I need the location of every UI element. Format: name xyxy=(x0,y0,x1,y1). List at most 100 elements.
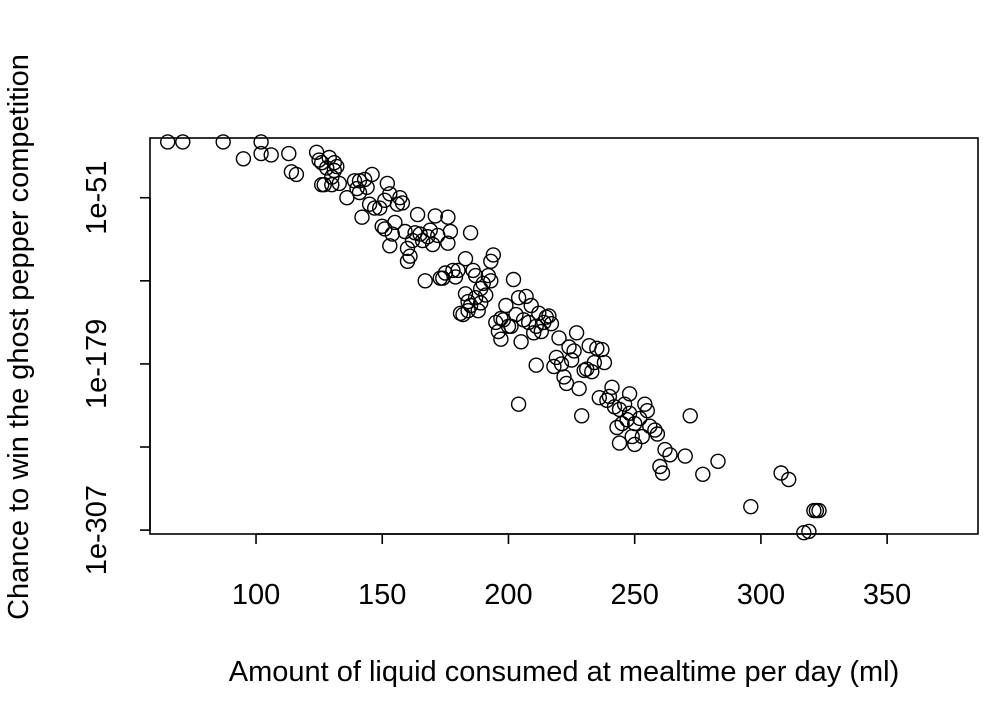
data-point xyxy=(427,208,443,224)
data-point xyxy=(455,306,471,323)
data-point xyxy=(475,275,491,292)
y-tick-label: 1e-307 xyxy=(81,485,113,575)
data-point xyxy=(422,222,438,238)
data-point xyxy=(528,357,544,373)
data-point xyxy=(159,134,176,150)
data-point xyxy=(637,396,653,412)
data-point xyxy=(414,232,431,249)
data-point xyxy=(743,499,759,515)
data-point xyxy=(483,253,499,269)
data-point xyxy=(442,223,459,240)
data-point xyxy=(508,306,524,323)
data-point xyxy=(417,273,433,289)
data-point xyxy=(611,435,628,451)
data-point xyxy=(654,465,671,481)
data-point xyxy=(321,149,337,166)
data-point xyxy=(541,308,557,324)
y-axis-title: Chance to win the ghost pepper competiti… xyxy=(3,54,35,620)
data-point xyxy=(543,316,560,332)
data-point xyxy=(556,369,572,385)
data-point xyxy=(604,379,620,395)
data-point xyxy=(460,293,476,310)
data-point xyxy=(647,422,663,438)
data-point xyxy=(399,240,416,257)
data-point xyxy=(533,323,549,340)
data-point xyxy=(478,287,494,303)
data-point xyxy=(589,340,605,356)
data-point xyxy=(652,458,668,475)
data-point xyxy=(372,200,388,216)
data-point xyxy=(450,262,466,279)
data-point xyxy=(382,186,398,202)
data-point xyxy=(361,196,378,212)
data-point xyxy=(639,403,655,419)
data-point xyxy=(379,175,395,192)
data-point xyxy=(609,419,625,436)
data-point xyxy=(367,200,383,216)
data-point xyxy=(354,209,370,225)
data-point xyxy=(584,364,600,380)
data-point xyxy=(596,354,613,371)
data-point xyxy=(397,223,413,240)
data-point xyxy=(591,390,607,406)
x-tick-label: 250 xyxy=(610,579,658,611)
data-point xyxy=(571,380,587,397)
data-point xyxy=(356,171,373,188)
data-point xyxy=(470,303,486,319)
data-point xyxy=(420,228,436,245)
data-point xyxy=(513,334,529,350)
data-point xyxy=(616,396,633,412)
data-point xyxy=(384,226,400,242)
data-point xyxy=(634,428,650,445)
data-point xyxy=(526,325,542,341)
data-point xyxy=(387,214,403,231)
data-point xyxy=(452,305,469,321)
data-point xyxy=(649,426,666,442)
data-point xyxy=(407,225,423,241)
data-point xyxy=(621,405,638,421)
data-point xyxy=(445,262,461,279)
data-point xyxy=(601,388,618,405)
data-point xyxy=(440,209,456,225)
data-point xyxy=(235,151,252,167)
points-layer xyxy=(159,134,827,541)
data-point xyxy=(314,154,330,171)
data-point xyxy=(614,415,630,432)
data-point xyxy=(349,180,365,197)
x-tick-label: 200 xyxy=(484,579,532,611)
y-tick-label: 1e-51 xyxy=(81,161,113,235)
data-point xyxy=(510,396,527,412)
data-point xyxy=(319,160,335,176)
x-tick-label: 300 xyxy=(737,579,785,611)
data-point xyxy=(493,331,509,347)
data-point xyxy=(576,362,592,379)
x-tick-label: 150 xyxy=(358,579,406,611)
data-point xyxy=(326,154,342,171)
x-axis-title: Amount of liquid consumed at mealtime pe… xyxy=(229,656,900,688)
data-point xyxy=(505,271,522,288)
data-point xyxy=(412,226,428,242)
data-point xyxy=(498,297,514,314)
data-point xyxy=(551,330,567,346)
data-point xyxy=(594,341,610,358)
data-point xyxy=(531,305,547,321)
data-point xyxy=(796,525,812,541)
data-point xyxy=(253,134,269,150)
y-axis: 1e-51 1e-179 1e-307 xyxy=(81,161,151,575)
data-point xyxy=(627,415,643,432)
data-point xyxy=(710,453,726,469)
data-point xyxy=(510,290,527,306)
data-point xyxy=(364,166,380,183)
data-point xyxy=(811,502,827,519)
data-point xyxy=(677,448,693,464)
data-point xyxy=(440,235,456,251)
data-point xyxy=(801,523,817,540)
data-point xyxy=(331,175,347,192)
x-axis: 100 150 200 250 300 350 xyxy=(232,533,911,611)
data-point xyxy=(215,134,231,150)
data-point xyxy=(621,386,638,402)
data-point xyxy=(662,447,678,463)
data-point xyxy=(467,267,484,284)
